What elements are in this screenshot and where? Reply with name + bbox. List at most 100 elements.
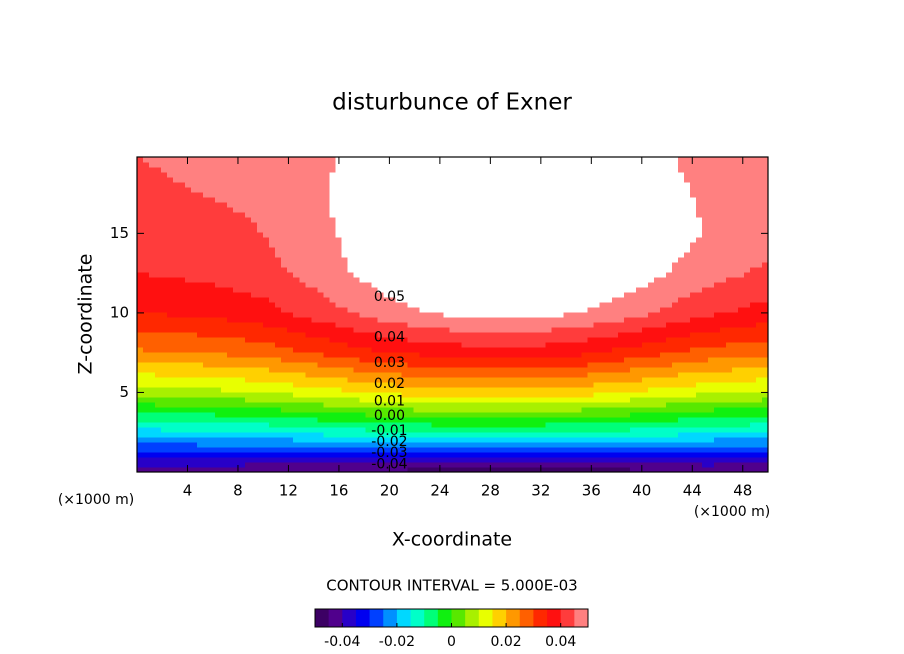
field-cell — [461, 167, 469, 173]
field-cell — [365, 422, 372, 428]
field-cell — [539, 417, 547, 423]
field-cell — [419, 162, 427, 168]
field-cell — [479, 452, 487, 458]
field-cell — [245, 287, 252, 293]
field-cell — [449, 307, 457, 313]
field-cell — [461, 287, 469, 293]
field-cell — [491, 277, 499, 283]
field-cell — [551, 162, 559, 168]
field-cell — [341, 432, 348, 438]
field-cell — [605, 457, 613, 463]
field-cell — [179, 352, 186, 358]
field-cell — [455, 262, 463, 268]
field-cell — [149, 432, 156, 438]
field-cell — [299, 312, 306, 318]
field-cell — [173, 237, 180, 243]
field-cell — [491, 467, 499, 473]
field-cell — [203, 157, 210, 163]
field-cell — [191, 192, 198, 198]
field-cell — [461, 247, 469, 253]
field-cell — [419, 387, 427, 393]
field-cell — [587, 322, 595, 328]
field-cell — [167, 337, 174, 343]
field-cell — [407, 167, 415, 173]
field-cell — [425, 382, 433, 388]
field-cell — [545, 172, 553, 178]
field-cell — [401, 217, 409, 223]
field-cell — [341, 462, 348, 468]
field-cell — [455, 172, 463, 178]
field-cell — [431, 212, 439, 218]
field-cell — [281, 257, 288, 263]
field-cell — [569, 377, 577, 383]
field-cell — [509, 352, 517, 358]
field-cell — [557, 262, 565, 268]
field-cell — [155, 307, 162, 313]
field-cell — [551, 202, 559, 208]
field-cell — [533, 282, 541, 288]
field-cell — [167, 452, 174, 458]
field-cell — [443, 377, 451, 383]
field-cell — [365, 412, 372, 418]
field-cell — [383, 337, 390, 343]
field-cell — [185, 282, 192, 288]
field-cell — [233, 272, 240, 278]
field-cell — [437, 467, 445, 473]
field-cell — [407, 302, 415, 308]
field-cell — [239, 257, 246, 263]
field-cell — [611, 412, 619, 418]
field-cell — [521, 247, 529, 253]
field-cell — [557, 202, 565, 208]
field-cell — [467, 272, 475, 278]
field-cell — [569, 172, 577, 178]
field-cell — [491, 187, 499, 193]
field-cell — [389, 212, 397, 218]
field-cell — [257, 437, 264, 443]
field-cell — [221, 167, 228, 173]
field-cell — [209, 342, 216, 348]
field-cell — [593, 202, 601, 208]
field-cell — [407, 192, 415, 198]
field-cell — [371, 337, 378, 343]
field-cell — [221, 342, 228, 348]
field-cell — [317, 402, 324, 408]
field-cell — [551, 212, 559, 218]
field-cell — [593, 272, 601, 278]
field-cell — [581, 467, 589, 473]
field-cell — [401, 307, 409, 313]
field-cell — [545, 382, 553, 388]
field-cell — [497, 392, 505, 398]
field-cell — [419, 312, 427, 318]
field-cell — [443, 342, 451, 348]
field-cell — [305, 222, 312, 228]
field-cell — [443, 447, 451, 453]
field-cell — [401, 327, 409, 333]
field-cell — [155, 242, 162, 248]
field-cell — [317, 332, 324, 338]
field-cell — [377, 167, 384, 173]
field-cell — [455, 187, 463, 193]
field-cell — [527, 202, 535, 208]
field-cell — [443, 442, 451, 448]
field-cell — [467, 412, 475, 418]
field-cell — [587, 357, 595, 363]
field-cell — [497, 207, 505, 213]
field-cell — [431, 422, 439, 428]
field-cell — [371, 452, 378, 458]
field-cell — [509, 217, 517, 223]
field-cell — [293, 262, 300, 268]
field-cell — [377, 462, 384, 468]
field-cell — [569, 327, 577, 333]
field-cell — [257, 237, 264, 243]
field-cell — [491, 337, 499, 343]
field-cell — [539, 272, 547, 278]
field-cell — [347, 172, 354, 178]
field-cell — [371, 282, 378, 288]
field-cell — [539, 387, 547, 393]
field-cell — [503, 442, 511, 448]
field-cell — [461, 237, 469, 243]
field-cell — [569, 427, 577, 433]
field-cell — [557, 402, 565, 408]
field-cell — [557, 197, 565, 203]
field-cell — [197, 377, 204, 383]
